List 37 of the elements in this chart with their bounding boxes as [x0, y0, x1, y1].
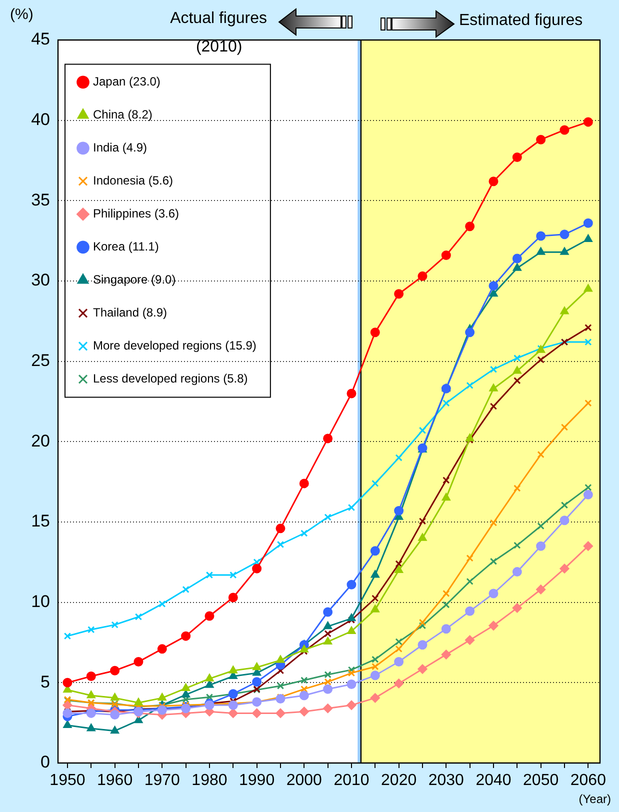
- x-tick-label: 1970: [144, 772, 180, 790]
- x-tick-label: 2010: [334, 772, 370, 790]
- legend-label: Indonesia (5.6): [93, 174, 174, 188]
- y-axis-title: (%): [10, 6, 34, 23]
- legend-label: China (8.2): [93, 108, 152, 122]
- y-tick-label: 10: [31, 592, 50, 612]
- legend-label: Thailand (8.9): [93, 306, 168, 320]
- x-tick-label: 2030: [428, 772, 464, 790]
- x-tick-label: 2040: [476, 772, 512, 790]
- y-tick-label: 20: [31, 431, 50, 450]
- x-axis-title: (Year): [578, 792, 611, 806]
- legend-label: More developed regions (15.9): [93, 338, 256, 353]
- text: Actual figures: [170, 10, 267, 28]
- y-tick-label: 40: [31, 110, 50, 130]
- legend-label: India (4.9): [93, 140, 148, 155]
- x-tick-label: 2000: [286, 772, 322, 790]
- y-tick-label: 45: [31, 30, 50, 49]
- x-tick-label: 1980: [192, 772, 228, 790]
- y-tick-label: 5: [40, 672, 50, 692]
- x-tick-label: 2020: [381, 772, 417, 790]
- y-tick-label: 25: [31, 351, 50, 370]
- legend-label: Korea (11.1): [93, 240, 159, 254]
- x-tick-label: 1960: [97, 772, 133, 790]
- legend-label: Less developed regions (5.8): [93, 372, 248, 386]
- y-tick-label: 35: [31, 190, 50, 210]
- x-tick-label: 2060: [570, 772, 606, 790]
- legend-label: Japan (23.0): [93, 74, 160, 89]
- legend-label: Philippines (3.6): [93, 206, 180, 221]
- legend-label: Singapore (9.0): [93, 272, 176, 287]
- y-tick-label: 15: [31, 512, 50, 531]
- legend-title: (2010): [196, 38, 242, 56]
- x-tick-label: 1950: [50, 772, 86, 790]
- x-tick-label: 2050: [523, 772, 559, 790]
- y-tick-label: 30: [31, 270, 50, 290]
- y-tick-label: 0: [40, 752, 50, 772]
- text: Estimated figures: [459, 12, 583, 30]
- x-tick-label: 1990: [239, 772, 275, 790]
